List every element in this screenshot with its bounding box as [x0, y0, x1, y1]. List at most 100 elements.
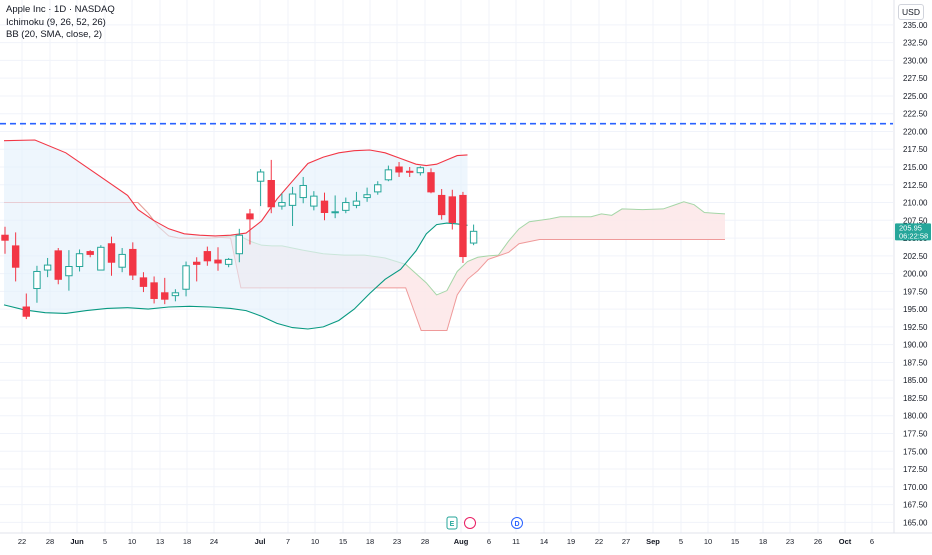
legend: Apple Inc · 1D · NASDAQ Ichimoku (9, 26,…: [6, 4, 115, 42]
candle-body: [43, 264, 52, 271]
candle[interactable]: [342, 197, 350, 214]
candle-body: [299, 184, 307, 199]
time-tick-label: 10: [704, 537, 712, 546]
bollinger-legend[interactable]: BB (20, SMA, close, 2): [6, 29, 103, 40]
price-tick-label: 200.00: [903, 270, 928, 279]
candle[interactable]: [395, 162, 403, 177]
candle[interactable]: [331, 195, 339, 219]
candle[interactable]: [118, 248, 126, 273]
price-tick-label: 177.50: [903, 430, 928, 439]
candle-body: [246, 213, 254, 220]
candle[interactable]: [278, 193, 286, 210]
candle-body: [363, 194, 371, 199]
candle-body: [416, 167, 425, 174]
countdown-label: 06:22:58: [899, 231, 928, 240]
price-tick-label: 227.50: [903, 74, 928, 83]
candles[interactable]: [1, 159, 478, 320]
time-tick-label: 6: [870, 537, 874, 546]
candle[interactable]: [448, 189, 457, 230]
candle[interactable]: [43, 257, 52, 278]
candle[interactable]: [171, 289, 180, 302]
candle[interactable]: [54, 248, 62, 285]
time-tick-label: Oct: [839, 537, 852, 546]
price-tick-label: 222.50: [903, 110, 928, 119]
candle[interactable]: [267, 159, 275, 214]
time-tick-label: 5: [103, 537, 107, 546]
candle[interactable]: [416, 166, 425, 176]
candle[interactable]: [384, 165, 393, 182]
symbol-title[interactable]: Apple Inc · 1D · NASDAQ: [6, 4, 115, 15]
price-tick-label: 220.00: [903, 127, 928, 136]
candle[interactable]: [352, 191, 361, 209]
candle[interactable]: [139, 272, 148, 293]
price-tick-label: 187.50: [903, 358, 928, 367]
candle[interactable]: [214, 247, 222, 271]
candle[interactable]: [224, 257, 233, 268]
candle[interactable]: [65, 250, 73, 291]
currency-button[interactable]: USD: [898, 4, 924, 20]
candle[interactable]: [427, 168, 435, 194]
candle[interactable]: [22, 293, 31, 320]
candle[interactable]: [459, 191, 467, 263]
candle[interactable]: [437, 189, 446, 220]
candle[interactable]: [235, 228, 244, 263]
candle[interactable]: [11, 232, 20, 282]
price-tick-label: 197.50: [903, 287, 928, 296]
price-tick-label: 217.50: [903, 145, 928, 154]
candle[interactable]: [406, 167, 414, 177]
candle[interactable]: [86, 250, 94, 258]
candle[interactable]: [320, 192, 329, 221]
candle[interactable]: [182, 261, 190, 297]
candle[interactable]: [33, 265, 41, 303]
earnings-marker[interactable]: [446, 516, 458, 530]
candle[interactable]: [363, 187, 371, 202]
price-tick-label: 215.00: [903, 163, 928, 172]
time-axis[interactable]: 22 28 Jun 5 10 13 18 24 Jul 7 10 15 18 23 28 Aug 6 11 14 19…: [0, 532, 932, 546]
candle[interactable]: [246, 208, 254, 245]
split-marker[interactable]: [464, 517, 476, 529]
candle[interactable]: [97, 245, 105, 271]
price-tick-label: 232.50: [903, 39, 928, 48]
price-tick-label: 202.50: [903, 252, 928, 261]
candle-body: [352, 200, 361, 206]
price-axis[interactable]: 165.00 167.50 170.00 172.50 175.00 177.50 180.…: [893, 0, 931, 533]
candle[interactable]: [75, 249, 84, 272]
time-tick-label: Aug: [454, 537, 469, 546]
candle-body: [320, 200, 329, 213]
candle[interactable]: [288, 186, 297, 226]
time-tick-label: 7: [286, 537, 290, 546]
time-tick-label: 27: [622, 537, 630, 546]
candle[interactable]: [193, 257, 201, 282]
candle[interactable]: [107, 236, 116, 276]
candle[interactable]: [299, 176, 307, 204]
time-tick-label: 28: [421, 537, 429, 546]
candle-body: [161, 292, 169, 300]
candle-body: [118, 253, 126, 268]
candle[interactable]: [374, 181, 382, 195]
candle[interactable]: [129, 242, 137, 281]
candle-body: [384, 169, 393, 181]
grid: [0, 0, 893, 533]
candle[interactable]: [203, 246, 212, 266]
candle[interactable]: [256, 169, 265, 207]
time-tick-label: 22: [595, 537, 603, 546]
price-tick-label: 167.50: [903, 501, 928, 510]
dividend-marker[interactable]: [511, 517, 523, 529]
time-tick-label: 5: [679, 537, 683, 546]
time-tick-label: 10: [311, 537, 319, 546]
candle-body: [437, 194, 446, 216]
candle[interactable]: [150, 276, 158, 304]
candle[interactable]: [310, 191, 318, 211]
bb-upper-line: [3, 139, 468, 237]
ichimoku-legend[interactable]: Ichimoku (9, 26, 52, 26): [6, 16, 106, 28]
candle[interactable]: [1, 226, 9, 254]
last-price-badge[interactable]: [895, 223, 931, 241]
candle[interactable]: [161, 277, 169, 305]
candle-body: [235, 234, 244, 255]
candle[interactable]: [469, 224, 478, 246]
bb-lower-line: [3, 222, 468, 330]
candle-body: [342, 202, 350, 211]
